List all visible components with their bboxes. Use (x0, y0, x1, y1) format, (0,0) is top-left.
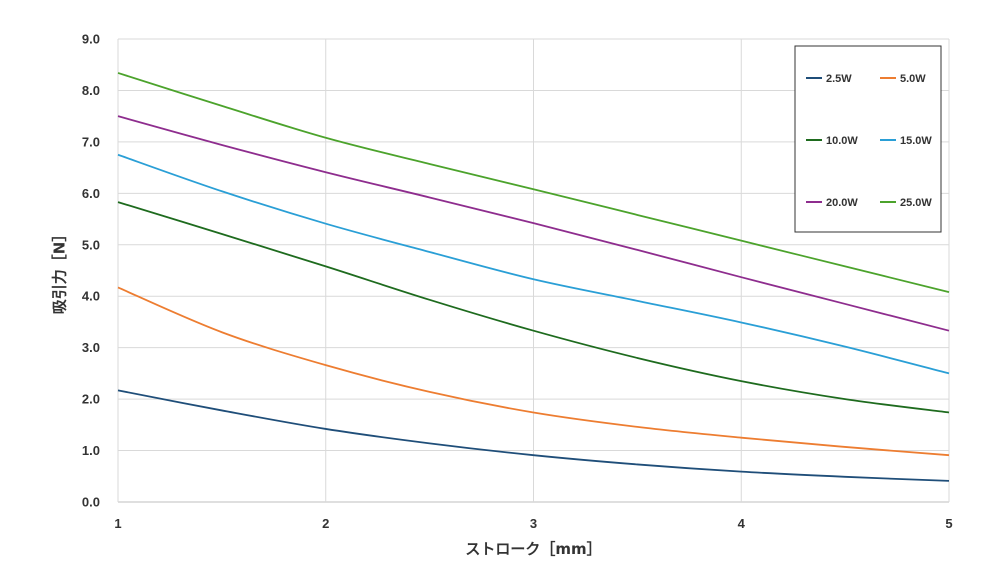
series-lines (117, 72, 950, 482)
y-tick-label: 7.0 (82, 134, 100, 149)
y-axis-title: 吸引力［N］ (51, 227, 69, 315)
x-axis-title: ストローク［mm］ (465, 540, 601, 558)
y-tick-label: 8.0 (82, 83, 100, 98)
legend-label: 20.0W (826, 197, 858, 209)
y-tick-label: 0.0 (82, 495, 100, 510)
x-tick-label: 1 (114, 516, 121, 531)
y-tick-label: 9.0 (82, 32, 100, 47)
legend-label: 15.0W (900, 135, 932, 147)
series-line-5-0w (117, 286, 950, 457)
x-tick-label: 4 (738, 516, 746, 531)
series-line-20-0w (117, 115, 950, 332)
series-line-25-0w (117, 72, 950, 293)
series-line-2-5w (117, 389, 950, 482)
series-line-15-0w (117, 153, 950, 375)
y-tick-label: 1.0 (82, 443, 100, 458)
x-tick-label: 3 (530, 516, 537, 531)
x-tick-label: 2 (322, 516, 329, 531)
legend: 2.5W 5.0W 10.0W 15.0W 20.0W 25.0W (794, 45, 942, 233)
legend-label: 25.0W (900, 197, 932, 209)
y-tick-label: 3.0 (82, 340, 100, 355)
series-line-10-0w (117, 201, 950, 414)
tick-labels: 0.0 1.0 2.0 3.0 4.0 5.0 6.0 7.0 8.0 9.0 1 2 3 4 5 (82, 32, 953, 532)
y-tick-label: 6.0 (82, 186, 100, 201)
legend-label: 10.0W (826, 135, 858, 147)
y-tick-label: 4.0 (82, 289, 100, 304)
legend-label: 2.5W (826, 73, 852, 85)
legend-label: 5.0W (900, 73, 926, 85)
y-tick-label: 5.0 (82, 237, 100, 252)
x-tick-label: 5 (945, 516, 952, 531)
y-tick-label: 2.0 (82, 392, 100, 407)
